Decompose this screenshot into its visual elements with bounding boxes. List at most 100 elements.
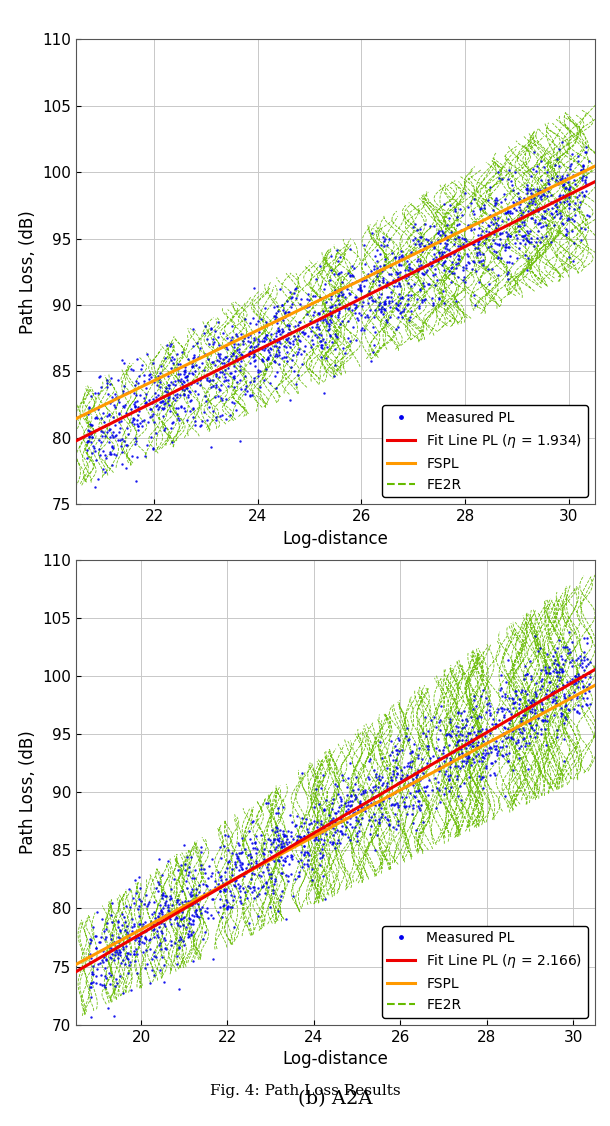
Point [442,235,451,253]
Point [263,830,273,848]
Point [101,928,111,946]
Point [552,150,562,168]
Point [383,787,393,805]
Point [84,399,93,417]
Point [506,729,516,747]
Point [170,391,179,409]
Point [293,366,303,384]
Point [116,437,126,455]
Point [336,810,346,828]
Point [231,363,240,381]
Point [332,777,342,795]
Point [581,138,590,157]
Point [188,399,198,417]
Point [94,431,104,449]
Point [580,173,590,191]
Point [567,211,576,229]
Point [534,200,544,218]
Point [336,263,346,282]
Point [386,265,396,283]
Point [254,858,264,876]
Point [399,770,409,788]
Point [165,910,174,928]
Point [501,241,511,259]
Point [85,953,95,971]
Point [358,269,368,287]
Point [179,936,188,954]
Point [274,851,284,869]
Point [87,428,97,446]
Point [414,792,424,810]
Point [182,367,192,385]
Point [159,421,168,439]
Point [249,369,259,387]
Point [345,331,354,349]
Point [268,833,278,851]
Point [265,339,275,357]
Point [463,198,473,216]
Point [303,327,312,345]
Point [491,715,501,733]
Point [539,202,549,220]
Point [378,305,388,323]
Point [462,744,472,762]
Point [249,331,259,349]
Point [187,879,196,897]
Point [109,445,119,463]
Point [392,759,402,777]
Point [584,663,594,681]
Point [537,185,547,203]
Point [446,778,456,796]
Point [559,678,569,696]
Point [109,428,118,446]
Point [446,751,456,769]
Point [159,900,168,918]
Point [415,220,425,238]
Point [389,271,398,289]
Point [418,236,428,254]
Point [185,910,195,928]
Point [292,807,301,825]
Point [412,749,422,767]
Point [458,731,467,749]
Point [120,377,129,395]
Point [486,724,495,742]
Point [384,789,394,807]
Point [503,225,513,243]
Point [184,922,194,940]
Point [375,288,384,306]
Point [478,257,487,275]
Point [444,781,454,799]
Point [284,855,294,873]
Point [286,847,296,865]
Point [494,169,504,187]
Point [259,850,269,868]
Point [569,234,579,252]
Point [115,966,125,984]
Point [497,699,507,717]
Point [220,348,230,366]
Point [516,708,526,726]
Point [173,902,182,920]
Point [262,858,272,876]
Point [548,662,558,680]
Point [178,932,188,950]
Point [88,965,98,983]
Point [319,831,329,849]
Point [481,758,490,776]
Point [554,671,564,689]
Point [362,797,371,815]
Point [542,701,552,720]
Point [407,743,417,761]
Point [387,743,396,761]
Point [499,708,509,726]
Point [97,975,107,993]
Point [392,265,401,283]
Point [395,742,404,760]
Point [492,235,502,253]
Point [129,894,139,912]
Point [321,821,331,839]
Point [233,849,243,867]
Point [440,252,450,270]
Point [121,897,131,915]
